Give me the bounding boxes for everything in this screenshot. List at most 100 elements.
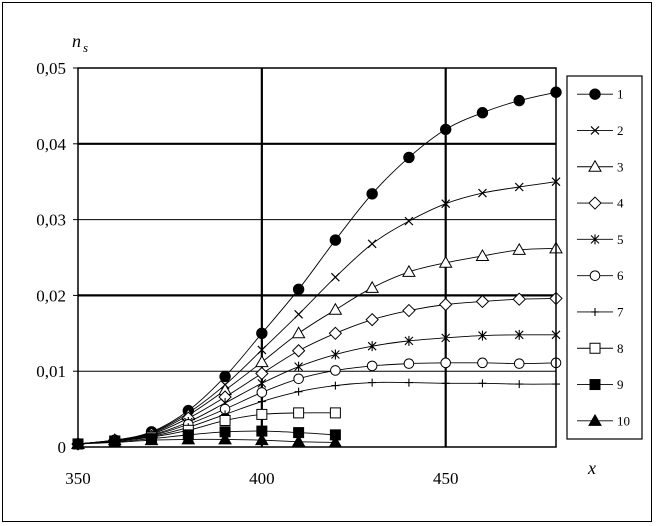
series-10-point [254,433,269,446]
y-tick-label: 0,01 [36,362,66,381]
series-2-line [77,181,557,445]
series-4-point [438,297,453,312]
series-layer [71,86,563,451]
series-3 [71,241,563,449]
series-3-point [512,242,527,255]
legend-label: 8 [617,341,624,356]
legend-label: 6 [617,268,624,283]
legend-label: 4 [617,196,624,211]
legend-marker [588,413,602,426]
legend-item-3: 3 [577,159,624,174]
series-6-point [440,357,451,369]
series-5-point [257,378,267,389]
series-8-point [293,407,305,419]
series-3-point [291,326,306,339]
series-5-point [514,329,524,340]
legend: 1 2 3 4 5 6 7 8 9 10 [566,75,643,440]
series-7-point [478,379,487,388]
series-2-point [257,345,267,355]
series-1 [72,86,562,450]
axes: 0 0,01 0,02 0,03 0,04 0,05 350 400 450 [36,59,557,488]
series-7-point [441,379,450,388]
series-2-point [478,188,487,198]
legend-item-2: 2 [577,123,624,138]
series-7-point [515,380,524,389]
legend-marker [590,234,600,245]
series-5-point [404,335,414,346]
series-8-point [219,414,231,426]
legend-marker [589,342,601,354]
series-4-point [512,292,526,306]
series-1-point [439,123,452,136]
series-1-point [366,188,378,200]
series-1-line [77,91,557,445]
series-4-point [402,303,416,318]
series-2-point [404,216,414,226]
series-10-point [291,434,306,447]
series-8-point [329,407,341,419]
series-4-point [255,366,269,381]
y-tick-label: 0,03 [36,211,66,230]
series-3-point [475,248,490,261]
legend-label: 10 [617,413,630,428]
series-6-point [293,373,304,385]
series-6-point [477,357,488,369]
series-2-point [514,182,524,192]
series-4-point [328,326,343,341]
legend-item-4: 4 [577,196,624,211]
legend-box [566,75,643,440]
series-5-point [367,341,377,352]
legend-label: 1 [617,87,624,102]
plot-area-border [77,67,557,448]
series-10-point [218,432,232,445]
x-axis-label: x [587,458,596,478]
series-2 [73,177,561,449]
series-3-point [254,355,269,368]
series-1-point [292,283,305,296]
series-1-point [219,370,231,383]
series-4-point [365,312,379,327]
legend-label: 3 [617,159,624,174]
series-7-point [257,397,266,406]
series-8-point [256,408,268,420]
x-tick-label: 350 [65,469,91,488]
series-6-point [366,360,378,372]
x-tick-label: 400 [249,469,275,488]
series-5-point [294,361,304,372]
legend-item-6: 6 [577,268,624,283]
legend-item-9: 9 [577,377,624,392]
series-1-point [403,151,415,164]
chart-frame [2,2,652,522]
legend-item-1: 1 [577,87,624,102]
legend-label: 5 [617,232,624,247]
legend-item-5: 5 [577,232,624,247]
series-3-point [438,255,453,268]
legend-marker [589,88,601,100]
series-5-point [330,349,340,360]
series-6-point [403,358,415,369]
series-7-point [404,378,413,387]
series-5-point [441,332,451,343]
series-7-point [331,381,340,390]
y-axis-label: n [72,31,81,51]
series-1-point [256,327,268,339]
series-4-point [291,344,306,358]
series-1-point [513,94,525,107]
legend-marker [588,196,602,210]
series-6-point [256,387,268,398]
series-4-point [475,294,490,309]
series-7-point [368,378,377,387]
series-2-point [294,309,304,319]
legend-marker [588,159,602,172]
series-2-point [441,199,451,209]
y-axis-label-subscript: s [83,40,88,55]
y-tick-label: 0,05 [36,59,66,78]
series-10-point [181,432,196,445]
legend-item-7: 7 [577,304,624,319]
series-7-point [294,387,303,396]
x-tick-label: 450 [433,469,459,488]
series-10-point [144,433,159,446]
legend-label: 7 [617,304,624,319]
series-10 [71,432,343,449]
